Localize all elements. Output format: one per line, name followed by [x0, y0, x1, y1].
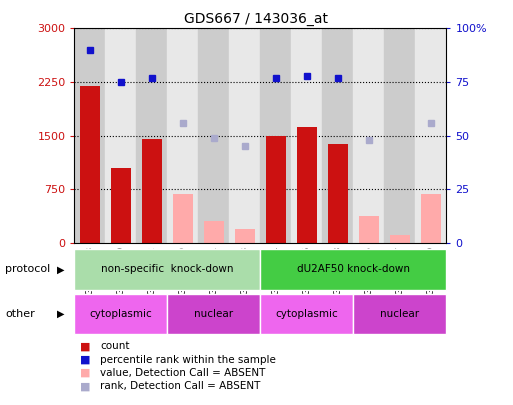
Text: other: other [5, 309, 35, 319]
Bar [173, 194, 193, 243]
Text: nuclear: nuclear [380, 309, 420, 319]
Bar [353, 294, 446, 334]
Text: protocol: protocol [5, 264, 50, 274]
Text: ■: ■ [80, 368, 90, 378]
Bar [328, 143, 348, 243]
Bar [260, 294, 353, 334]
Bar [384, 28, 416, 243]
Bar [204, 221, 224, 243]
Text: dU2AF50 knock-down: dU2AF50 knock-down [297, 264, 410, 274]
Bar [359, 216, 379, 243]
Text: cytoplasmic: cytoplasmic [89, 309, 152, 319]
Text: ■: ■ [80, 382, 90, 391]
Text: cytoplasmic: cytoplasmic [275, 309, 338, 319]
Bar [416, 28, 446, 243]
Bar [136, 28, 167, 243]
Bar [291, 28, 322, 243]
Text: rank, Detection Call = ABSENT: rank, Detection Call = ABSENT [100, 382, 261, 391]
Bar [235, 229, 255, 243]
Text: ■: ■ [80, 341, 90, 351]
Bar [229, 28, 260, 243]
Bar [111, 168, 131, 243]
Bar [260, 28, 291, 243]
Bar [353, 28, 384, 243]
Text: percentile rank within the sample: percentile rank within the sample [100, 355, 276, 364]
Text: non-specific  knock-down: non-specific knock-down [101, 264, 233, 274]
Text: ▶: ▶ [57, 264, 65, 274]
Bar [105, 28, 136, 243]
Text: count: count [100, 341, 130, 351]
Bar [80, 85, 100, 243]
Bar [297, 127, 317, 243]
Bar [167, 28, 199, 243]
Bar [74, 28, 105, 243]
Bar [390, 235, 410, 243]
Text: nuclear: nuclear [194, 309, 233, 319]
Bar [74, 294, 167, 334]
Bar [260, 249, 446, 290]
Text: value, Detection Call = ABSENT: value, Detection Call = ABSENT [100, 368, 265, 378]
Bar [266, 136, 286, 243]
Text: GDS667 / 143036_at: GDS667 / 143036_at [185, 12, 328, 26]
Bar [167, 294, 260, 334]
Bar [322, 28, 353, 243]
Text: ■: ■ [80, 355, 90, 364]
Bar [421, 194, 441, 243]
Bar [142, 139, 162, 243]
Text: ▶: ▶ [57, 309, 65, 319]
Bar [199, 28, 229, 243]
Bar [74, 249, 260, 290]
